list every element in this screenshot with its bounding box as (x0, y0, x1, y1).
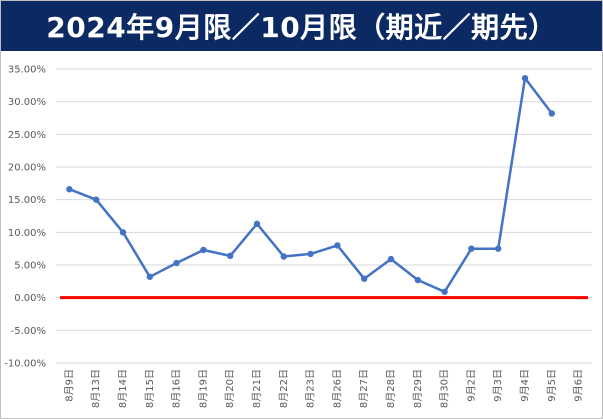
y-tick-label: 0.00% (14, 293, 46, 304)
data-point (119, 229, 127, 236)
x-tick-label: 8月16日 (171, 369, 183, 408)
y-tick-label: 10.00% (8, 228, 46, 239)
data-point (253, 220, 261, 228)
x-tick-label: 8月27日 (358, 369, 370, 408)
x-tick-label: 8月14日 (117, 369, 129, 408)
x-tick-label: 8月20日 (224, 369, 236, 408)
data-point (307, 250, 314, 258)
x-tick-label: 9月2日 (465, 369, 477, 402)
y-tick-label: 35.00% (8, 65, 46, 76)
y-tick-label: 15.00% (8, 195, 46, 206)
data-point (200, 246, 207, 254)
data-point (521, 74, 529, 82)
x-tick-label: 8月19日 (197, 369, 209, 408)
x-tick-label: 8月29日 (412, 369, 424, 408)
y-tick-label: 20.00% (8, 163, 46, 174)
data-point (468, 245, 475, 252)
y-tick-label: -5.00% (11, 326, 46, 337)
data-point (66, 186, 73, 193)
data-point (173, 259, 180, 267)
y-tick-label: 25.00% (8, 130, 46, 141)
x-tick-label: 8月23日 (305, 369, 317, 408)
y-tick-label: -10.00% (4, 359, 46, 370)
x-tick-label: 8月30日 (439, 369, 451, 408)
line-chart: -10.00% -5.00% 0.00% 5.00% 10.00% 15.00% 20.00… (4, 65, 592, 408)
data-point (441, 288, 448, 295)
x-tick-label: 8月28日 (385, 369, 397, 408)
series-line (68, 76, 553, 294)
y-tick-label: 30.00% (8, 97, 46, 108)
x-tick-label: 8月21日 (251, 369, 263, 408)
x-tick-label: 9月3日 (492, 369, 504, 402)
data-point (387, 255, 395, 263)
x-tick-label: 8月26日 (331, 369, 343, 408)
chart-title: 2024年9月限／10月限（期近／期先） (46, 11, 557, 44)
x-tick-label: 9月4日 (519, 369, 531, 402)
data-point (280, 253, 287, 260)
data-point (334, 242, 341, 249)
data-point (548, 110, 555, 117)
x-tick-label: 8月15日 (144, 369, 156, 408)
data-point (414, 276, 421, 284)
x-tick-label: 9月5日 (546, 369, 558, 402)
data-point (227, 252, 234, 260)
x-tick-label: 8月13日 (90, 369, 102, 408)
x-tick-label: 8月9日 (63, 369, 75, 402)
x-tick-label: 9月6日 (573, 369, 585, 402)
y-tick-label: 5.00% (14, 261, 46, 272)
title-bar: 2024年9月限／10月限（期近／期先） (1, 1, 602, 51)
data-point (361, 275, 368, 282)
data-point (146, 273, 153, 280)
x-tick-label: 8月22日 (278, 369, 290, 408)
data-point (495, 245, 502, 252)
x-axis-ticks: 8月9日 8月13日 8月14日 8月15日 8月16日 8月19日 8月20日 8月21日 8… (63, 369, 584, 408)
y-axis-ticks: -10.00% -5.00% 0.00% 5.00% 10.00% 15.00% 20.00… (4, 65, 46, 370)
data-point (93, 196, 100, 203)
gridlines (56, 68, 592, 364)
series (66, 74, 555, 295)
